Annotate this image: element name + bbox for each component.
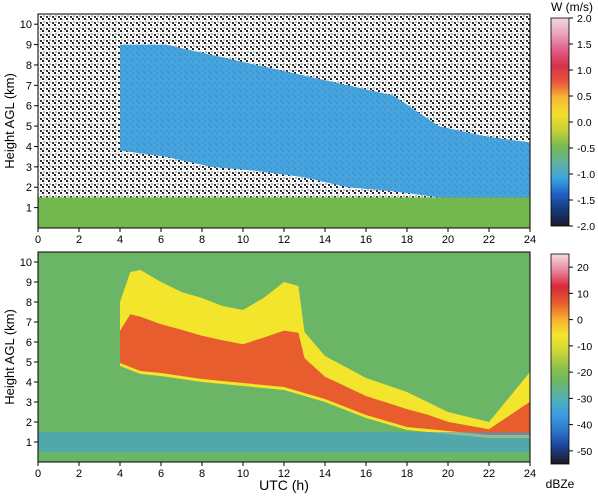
reflectivity-y-axis-label: Height AGL (km)	[2, 309, 17, 405]
reflectivity-x-tick-label: 16	[360, 468, 372, 480]
reflectivity-cloud-outer	[120, 270, 530, 438]
reflectivity-y-tick-label: 8	[26, 297, 32, 309]
reflectivity-y-tick-label: 10	[20, 257, 32, 269]
velocity-y-tick-label: 7	[26, 80, 32, 92]
reflectivity-y-tick-label: 3	[26, 397, 32, 409]
velocity-x-tick-label: 4	[117, 234, 123, 246]
reflectivity-marks	[38, 270, 530, 452]
reflectivity-colorbar-tick-label: 10	[577, 288, 589, 300]
velocity-y-tick-label: 5	[26, 121, 32, 133]
velocity-x-tick-label: 12	[278, 234, 290, 246]
velocity-y-ticks: 1 2 3 4 5 6 7 8 9 10	[20, 19, 38, 215]
reflectivity-cloud-core	[120, 314, 530, 435]
velocity-y-tick-label: 2	[26, 182, 32, 194]
reflectivity-colorbar-tick-label: -20	[577, 367, 592, 379]
reflectivity-colorbar-label: dBZe	[546, 477, 575, 491]
velocity-y-tick-label: 4	[26, 141, 32, 153]
velocity-y-tick-label: 1	[26, 203, 32, 215]
reflectivity-colorbar-tick-label: 20	[577, 262, 589, 274]
velocity-x-tick-label: 16	[360, 234, 372, 246]
reflectivity-colorbar-gradient	[550, 253, 570, 465]
reflectivity-y-ticks: 1 2 3 4 5 6 7 8 9 10	[20, 257, 38, 449]
reflectivity-x-tick-label: 0	[35, 468, 41, 480]
velocity-x-tick-label: 22	[483, 234, 495, 246]
reflectivity-x-tick-label: 22	[483, 468, 495, 480]
reflectivity-colorbar-tick-label: -50	[577, 446, 592, 458]
reflectivity-y-tick-label: 7	[26, 317, 32, 329]
reflectivity-x-tick-label: 6	[158, 468, 164, 480]
velocity-colorbar-tick-label: -2.0	[577, 221, 595, 233]
velocity-x-tick-label: 8	[199, 234, 205, 246]
velocity-x-tick-label: 14	[319, 234, 331, 246]
velocity-colorbar-tick-label: -1.5	[577, 195, 595, 207]
reflectivity-colorbar-tick-label: 0	[577, 315, 583, 327]
reflectivity-y-tick-label: 9	[26, 277, 32, 289]
velocity-colorbar-tick-label: 2.0	[577, 13, 592, 25]
velocity-y-tick-label: 9	[26, 40, 32, 52]
reflectivity-x-tick-label: 2	[76, 468, 82, 480]
reflectivity-x-ticks: 0 2 4 6 8 10 12 14 16 18 20 22 24	[35, 462, 536, 480]
reflectivity-x-tick-label: 14	[319, 468, 331, 480]
reflectivity-y-tick-label: 6	[26, 337, 32, 349]
velocity-y-axis-label: Height AGL (km)	[2, 73, 17, 169]
reflectivity-colorbar-tick-label: -40	[577, 420, 592, 432]
velocity-cloud-region	[120, 44, 530, 208]
velocity-colorbar-tick-label: 1.5	[577, 39, 592, 51]
velocity-colorbar-tick-label: 0.5	[577, 91, 592, 103]
velocity-y-tick-label: 3	[26, 162, 32, 174]
velocity-colorbar-gradient	[550, 17, 570, 227]
velocity-y-tick-label: 10	[20, 19, 32, 31]
velocity-colorbar: W (m/s) 2.0 1.5 1.0 0.5 0.0 -0.5 -1.0 -1.5 -2.0	[550, 0, 595, 233]
reflectivity-y-tick-label: 1	[26, 437, 32, 449]
velocity-x-tick-label: 18	[401, 234, 413, 246]
reflectivity-x-tick-label: 12	[278, 468, 290, 480]
velocity-x-tick-label: 2	[76, 234, 82, 246]
velocity-boundary-layer	[38, 197, 530, 228]
velocity-colorbar-ticks: 2.0 1.5 1.0 0.5 0.0 -0.5 -1.0 -1.5 -2.0	[569, 13, 595, 233]
reflectivity-x-tick-label: 10	[237, 468, 249, 480]
velocity-x-tick-label: 6	[158, 234, 164, 246]
reflectivity-y-tick-label: 4	[26, 377, 32, 389]
velocity-x-tick-label: 0	[35, 234, 41, 246]
velocity-x-tick-label: 24	[524, 234, 536, 246]
velocity-colorbar-tick-label: -1.0	[577, 169, 595, 181]
reflectivity-colorbar-tick-label: -30	[577, 393, 592, 405]
velocity-x-tick-label: 10	[237, 234, 249, 246]
reflectivity-colorbar-tick-label: -10	[577, 341, 592, 353]
reflectivity-colorbar: 20 10 0 -10 -20 -30 -40 -50 dBZe	[546, 253, 592, 491]
reflectivity-low-level-band	[38, 432, 530, 452]
velocity-y-tick-label: 6	[26, 101, 32, 113]
reflectivity-colorbar-ticks: 20 10 0 -10 -20 -30 -40 -50	[569, 262, 592, 458]
velocity-marks	[38, 14, 530, 228]
velocity-colorbar-tick-label: 1.0	[577, 65, 592, 77]
reflectivity-y-tick-label: 5	[26, 357, 32, 369]
velocity-y-tick-label: 8	[26, 60, 32, 72]
velocity-x-ticks: 0 2 4 6 8 10 12 14 16 18 20 22 24	[35, 228, 536, 246]
reflectivity-x-tick-label: 4	[117, 468, 123, 480]
velocity-colorbar-tick-label: -0.5	[577, 143, 595, 155]
velocity-colorbar-tick-label: 0.0	[577, 117, 592, 129]
reflectivity-x-tick-label: 20	[442, 468, 454, 480]
velocity-x-tick-label: 20	[442, 234, 454, 246]
reflectivity-x-tick-label: 18	[401, 468, 413, 480]
reflectivity-y-tick-label: 2	[26, 417, 32, 429]
reflectivity-x-tick-label: 24	[524, 468, 536, 480]
reflectivity-x-tick-label: 8	[199, 468, 205, 480]
velocity-colorbar-label: W (m/s)	[551, 0, 593, 14]
x-axis-label: UTC (h)	[259, 477, 309, 493]
